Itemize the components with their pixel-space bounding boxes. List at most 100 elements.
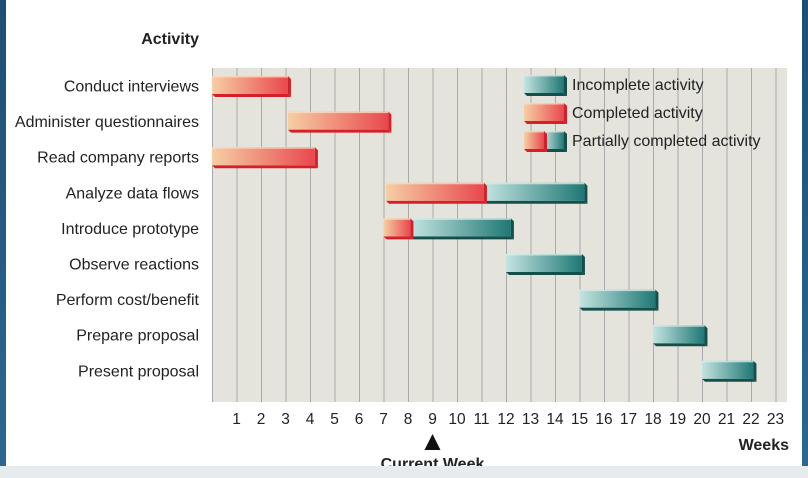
bar-front-face <box>287 111 389 130</box>
completed-segment <box>385 182 487 204</box>
activity-label-present-proposal: Present proposal <box>78 363 199 380</box>
incomplete-segment <box>410 218 514 240</box>
gantt-chart-panel: Activity Conduct interviews Administer qu… <box>6 0 802 466</box>
legend: Incomplete activity Completed activity Par… <box>524 75 761 152</box>
bar-bottom-face <box>544 149 567 152</box>
bar-front-face <box>383 218 411 237</box>
legend-item-completed: Completed activity <box>524 103 703 124</box>
completed-segment <box>383 218 414 240</box>
week-tick-label: 11 <box>473 411 489 428</box>
bar-right-face <box>564 103 567 124</box>
bar-right-face <box>544 131 547 152</box>
week-tick-label: 23 <box>767 411 784 428</box>
week-tick-label: 8 <box>404 411 413 428</box>
bar-front-face <box>385 182 484 201</box>
week-tick-label: 22 <box>742 411 759 428</box>
bar-front-face <box>524 103 564 121</box>
bar-top-highlight <box>544 131 564 133</box>
bar-right-face <box>410 218 414 240</box>
week-tick-label: 19 <box>669 411 686 428</box>
week-tick-label: 10 <box>448 411 466 428</box>
bar-front-face <box>653 325 705 344</box>
bar-front-face <box>212 76 288 94</box>
incomplete-segment <box>579 289 659 311</box>
week-tick-label: 4 <box>306 411 315 428</box>
bar-top-highlight <box>212 147 315 149</box>
bar-front-face <box>544 131 564 149</box>
bar-bottom-face <box>483 200 588 204</box>
bar-right-face <box>483 182 487 204</box>
bar-front-face <box>483 182 585 201</box>
week-tick-label: 18 <box>644 411 661 428</box>
bar-top-highlight <box>524 103 564 105</box>
activity-bar-analyze-data-flows <box>385 182 588 204</box>
legend-swatch-completed <box>524 103 567 124</box>
window-frame-right <box>802 0 808 466</box>
bar-top-highlight <box>385 182 484 185</box>
week-tick-label: 20 <box>693 411 711 428</box>
bar-top-highlight <box>287 111 389 114</box>
completed-segment <box>212 76 291 97</box>
activity-labels: Conduct interviews Administer questionnai… <box>15 79 200 381</box>
legend-label-partial: Partially completed activity <box>572 133 761 150</box>
bar-top-highlight <box>483 182 585 185</box>
legend-label-completed: Completed activity <box>572 105 703 122</box>
activity-label-introduce-prototype: Introduce prototype <box>61 221 199 238</box>
activity-bar-read-company-reports <box>212 147 318 169</box>
week-tick-label: 6 <box>355 411 364 428</box>
legend-item-incomplete: Incomplete activity <box>524 75 704 96</box>
activity-label-administer-questionnaires: Administer questionnaires <box>15 114 199 131</box>
week-tick-labels: 1 2 3 4 5 6 7 8 9 10 11 12 13 14 15 16 17 18 19 20 21 22 23 <box>232 411 784 428</box>
activity-label-read-company-reports: Read company reports <box>37 150 199 167</box>
bar-bottom-face <box>212 94 291 97</box>
bar-top-highlight <box>653 325 705 327</box>
bar-bottom-face <box>385 200 487 204</box>
bar-bottom-face <box>383 236 414 240</box>
bar-top-highlight <box>524 131 544 133</box>
bar-top-highlight <box>212 76 288 78</box>
completed-segment <box>212 147 318 169</box>
bar-right-face <box>388 111 392 133</box>
activity-bars <box>212 76 757 382</box>
bar-bottom-face <box>524 121 567 124</box>
bar-top-highlight <box>506 254 582 256</box>
week-tick-label: 2 <box>257 411 266 428</box>
legend-swatch-incomplete <box>524 75 567 96</box>
week-tick-label: 17 <box>620 411 637 428</box>
activity-bar-introduce-prototype <box>383 218 514 240</box>
activity-header: Activity <box>141 31 199 48</box>
activity-bar-present-proposal <box>702 360 757 382</box>
bar-right-face <box>314 147 318 169</box>
current-week-label: Current Week <box>381 456 485 466</box>
week-tick-label: 14 <box>546 411 564 428</box>
legend-swatch-incomplete <box>544 131 567 152</box>
bar-top-highlight <box>524 75 564 77</box>
bar-top-highlight <box>410 218 511 220</box>
week-tick-label: 13 <box>522 411 539 428</box>
bar-front-face <box>524 75 564 93</box>
weeks-axis-label: Weeks <box>739 437 790 454</box>
activity-bar-observe-reactions <box>506 254 585 275</box>
bar-top-highlight <box>702 360 754 363</box>
incomplete-segment <box>483 182 588 204</box>
bottom-strip <box>0 466 808 478</box>
bar-front-face <box>212 147 315 166</box>
week-tick-label: 12 <box>497 411 514 428</box>
bar-bottom-face <box>287 129 392 133</box>
legend-label-incomplete: Incomplete activity <box>572 77 704 94</box>
current-week-marker-icon <box>424 434 441 450</box>
activity-bar-perform-cost-benefit <box>579 289 659 311</box>
bar-right-face <box>564 75 567 96</box>
activity-label-conduct-interviews: Conduct interviews <box>64 79 199 96</box>
bar-right-face <box>510 218 514 240</box>
activity-bar-prepare-proposal <box>653 325 708 347</box>
legend-item-partial: Partially completed activity <box>524 131 761 152</box>
bar-right-face <box>584 182 588 204</box>
week-tick-label: 9 <box>428 411 437 428</box>
bar-front-face <box>410 218 511 237</box>
bar-front-face <box>579 289 656 308</box>
week-tick-label: 1 <box>232 411 241 428</box>
gantt-chart: Activity Conduct interviews Administer qu… <box>15 31 790 466</box>
week-tick-label: 3 <box>281 411 290 428</box>
bar-front-face <box>524 131 544 149</box>
